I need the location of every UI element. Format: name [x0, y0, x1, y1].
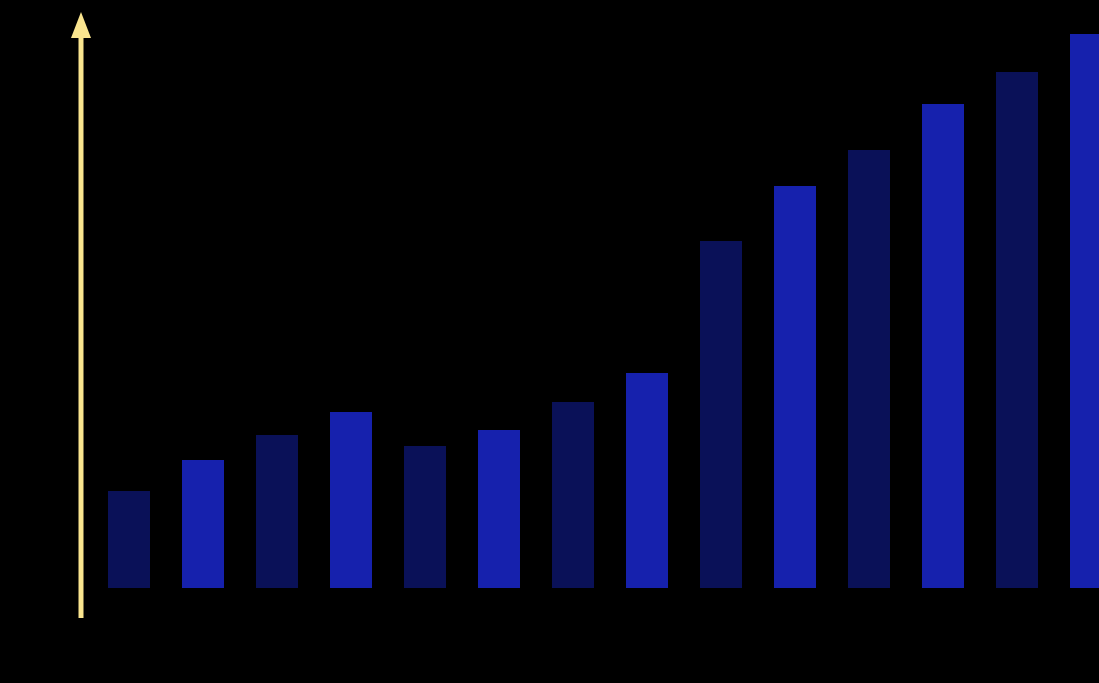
bar[interactable] — [848, 150, 890, 588]
bar[interactable] — [774, 186, 816, 588]
bar[interactable] — [478, 430, 520, 588]
bar[interactable] — [182, 460, 224, 588]
bar[interactable] — [1070, 34, 1099, 588]
bar[interactable] — [330, 412, 372, 588]
bar[interactable] — [922, 104, 964, 588]
bar[interactable] — [552, 402, 594, 588]
bar[interactable] — [108, 491, 150, 588]
bar[interactable] — [700, 241, 742, 588]
bar[interactable] — [996, 72, 1038, 588]
bar[interactable] — [256, 435, 298, 588]
bar[interactable] — [626, 373, 668, 588]
bar[interactable] — [404, 446, 446, 588]
